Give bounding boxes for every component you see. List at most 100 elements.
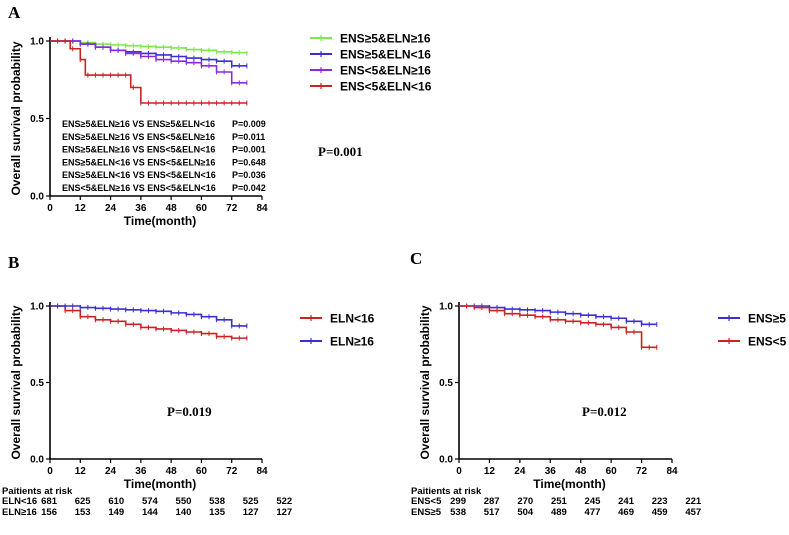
panel-a-comparison-label: ENS≥5&ELN<16 VS ENS<5&ELN<16 xyxy=(62,170,216,180)
panel-b-risk-value: 127 xyxy=(243,507,259,518)
panel-b-risk-value: 610 xyxy=(108,496,124,507)
panel-c-risk-value: 457 xyxy=(685,507,701,518)
panel-b-y-axis-label: Overall survival probability xyxy=(9,305,23,459)
panel-c-risk-title: Paitients at risk xyxy=(411,486,482,497)
panel-c-x-tick-label: 36 xyxy=(545,466,557,477)
panel-c-legend-label: ENS<5 xyxy=(748,335,787,349)
panel-c-risk-value: 469 xyxy=(618,507,634,518)
panel-b-p-value: P=0.019 xyxy=(167,404,212,419)
panel-c-y-axis-label: Overall survival probability xyxy=(418,305,432,459)
panel-b-risk-value: 144 xyxy=(142,507,159,518)
panel-a-y-tick-label: 1.0 xyxy=(30,37,44,48)
panel-b-risk-row-label: ELN≥16 xyxy=(2,507,37,518)
panel-b-risk-value: 149 xyxy=(108,507,124,518)
panel-b-x-tick-label: 72 xyxy=(226,466,238,477)
panel-b-risk-value: 153 xyxy=(75,507,91,518)
panel-a-letter: A xyxy=(8,3,21,22)
panel-a-y-axis-label: Overall survival probability xyxy=(9,41,23,195)
panel-b-y-tick-label: 1.0 xyxy=(30,302,44,313)
panel-b-x-tick-label: 36 xyxy=(135,466,147,477)
panel-b-risk-title: Paitients at risk xyxy=(2,486,73,497)
panel-b-x-tick-label: 0 xyxy=(47,466,53,477)
panel-c-risk-value: 459 xyxy=(652,507,668,518)
panel-c-risk-value: 221 xyxy=(685,496,702,507)
panel-b-risk-value: 550 xyxy=(176,496,192,507)
panel-a-x-tick-label: 12 xyxy=(75,203,87,214)
panel-b-risk-value: 625 xyxy=(75,496,92,507)
panel-a-x-tick-label: 60 xyxy=(196,203,208,214)
panel-a-x-axis-label: Time(month) xyxy=(124,214,196,228)
panel-b-legend-label: ELN<16 xyxy=(330,312,375,326)
panel-a-series-line xyxy=(50,40,247,84)
panel-b-y-tick-label: 0.5 xyxy=(30,378,44,389)
panel-c-legend-label: ENS≥5 xyxy=(748,312,786,326)
panel-c-risk-value: 489 xyxy=(551,507,567,518)
panel-a-comparison-p: P=0.036 xyxy=(232,170,266,180)
panel-a-comparison-p: P=0.011 xyxy=(232,132,265,142)
panel-c-risk-value: 223 xyxy=(652,496,668,507)
panel-a-x-tick-label: 72 xyxy=(226,203,238,214)
panel-a-legend-label: ENS≥5&ELN≥16 xyxy=(340,32,431,46)
panel-a-comparison-label: ENS≥5&ELN<16 VS ENS<5&ELN≥16 xyxy=(62,157,215,167)
panel-c-risk-row-label: ENS≥5 xyxy=(411,507,442,518)
panel-c-x-tick-label: 60 xyxy=(606,466,618,477)
panel-a-series-line xyxy=(50,40,247,104)
panel-c-risk-row-label: ENS<5 xyxy=(411,496,442,507)
panel-a-x-tick-label: 48 xyxy=(166,203,178,214)
panel-b-x-axis-label: Time(month) xyxy=(124,477,196,491)
panel-b-x-tick-label: 60 xyxy=(196,466,208,477)
panel-a-y-tick-label: 0.0 xyxy=(30,192,44,203)
panel-b-risk-value: 140 xyxy=(176,507,192,518)
panel-a-legend-label: ENS≥5&ELN<16 xyxy=(340,48,431,62)
panel-a-comparison-p: P=0.001 xyxy=(232,145,266,155)
panel-b-risk-value: 135 xyxy=(209,507,226,518)
panel-c-x-tick-label: 0 xyxy=(456,466,462,477)
panel-c-letter: C xyxy=(410,249,422,268)
panel-b-risk-value: 574 xyxy=(142,496,159,507)
panel-c-x-tick-label: 84 xyxy=(666,466,678,477)
panel-a-legend-label: ENS<5&ELN≥16 xyxy=(340,64,431,78)
panel-c-y-tick-label: 1.0 xyxy=(439,302,453,313)
panel-a-p-value: P=0.001 xyxy=(318,144,363,159)
panel-a-comparison-p: P=0.648 xyxy=(232,157,266,167)
panel-a-x-tick-label: 24 xyxy=(105,203,117,214)
panel-c-risk-value: 517 xyxy=(484,507,500,518)
panel-b-x-tick-label: 12 xyxy=(75,466,87,477)
panel-b-risk-value: 156 xyxy=(41,507,57,518)
panel-c-x-tick-label: 24 xyxy=(514,466,526,477)
panel-c-x-tick-label: 48 xyxy=(575,466,587,477)
panel-c-risk-value: 251 xyxy=(551,496,568,507)
panel-c-risk-value: 538 xyxy=(450,507,466,518)
panel-b-risk-value: 681 xyxy=(41,496,58,507)
panel-c-x-tick-label: 12 xyxy=(484,466,496,477)
panel-a-comparison-label: ENS≥5&ELN≥16 VS ENS<5&ELN<16 xyxy=(62,145,215,155)
panel-a-comparison-p: P=0.042 xyxy=(232,183,266,193)
panel-c-risk-value: 287 xyxy=(484,496,500,507)
panel-c-risk-value: 245 xyxy=(585,496,602,507)
panel-b-risk-row-label: ELN<16 xyxy=(2,496,37,507)
panel-c-risk-value: 477 xyxy=(585,507,601,518)
panel-b-x-tick-label: 84 xyxy=(256,466,268,477)
panel-c-risk-value: 241 xyxy=(618,496,635,507)
panel-c-y-tick-label: 0.0 xyxy=(439,455,453,466)
panel-b-risk-value: 538 xyxy=(209,496,225,507)
panel-c-p-value: P=0.012 xyxy=(582,404,627,419)
panel-c-risk-value: 299 xyxy=(450,496,466,507)
panel-c-y-tick-label: 0.5 xyxy=(439,378,453,389)
panel-b-x-tick-label: 48 xyxy=(166,466,178,477)
panel-a-x-tick-label: 36 xyxy=(135,203,147,214)
panel-a-comparison-label: ENS≥5&ELN≥16 VS ENS<5&ELN≥16 xyxy=(62,132,215,142)
panel-b-risk-value: 127 xyxy=(276,507,292,518)
panel-b-legend-label: ELN≥16 xyxy=(330,335,374,349)
panel-b-letter: B xyxy=(8,253,19,272)
panel-c-risk-value: 270 xyxy=(517,496,533,507)
panel-a-comparison-label: ENS<5&ELN≥16 VS ENS<5&ELN<16 xyxy=(62,183,216,193)
panel-a-y-tick-label: 0.5 xyxy=(30,114,44,125)
panel-a-legend-label: ENS<5&ELN<16 xyxy=(340,80,432,94)
panel-c-x-tick-label: 72 xyxy=(636,466,648,477)
panel-b-y-tick-label: 0.0 xyxy=(30,455,44,466)
panel-a-x-tick-label: 84 xyxy=(256,203,268,214)
panel-c-x-axis-label: Time(month) xyxy=(533,477,605,491)
panel-c-risk-value: 504 xyxy=(517,507,534,518)
